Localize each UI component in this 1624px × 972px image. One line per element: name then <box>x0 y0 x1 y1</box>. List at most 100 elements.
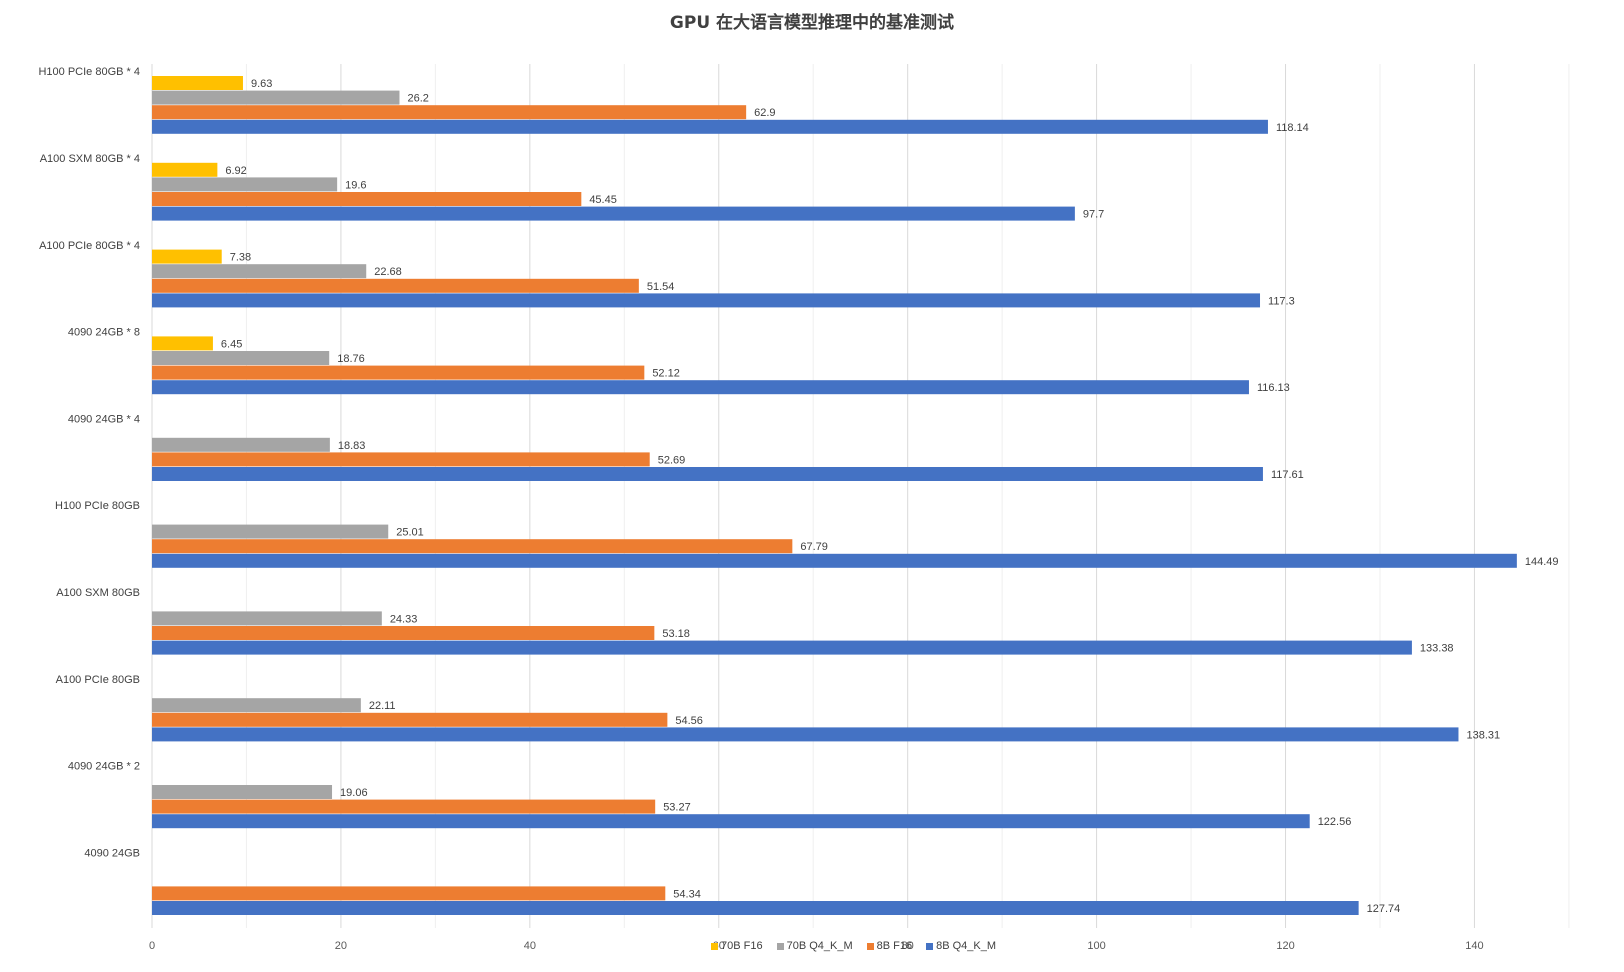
bar <box>152 611 382 626</box>
data-label: 54.56 <box>675 715 703 727</box>
legend-swatch <box>926 942 934 950</box>
bar <box>152 886 666 901</box>
legend-swatch <box>866 942 874 950</box>
data-label: 19.6 <box>345 179 366 191</box>
data-label: 9.63 <box>251 78 272 90</box>
bar <box>152 177 338 192</box>
data-label: 52.12 <box>652 368 680 380</box>
data-label: 117.3 <box>1268 295 1295 307</box>
bar <box>152 380 1249 395</box>
legend-item: 70B F16 <box>711 940 763 952</box>
data-label: 144.49 <box>1525 556 1559 568</box>
category-label: 4090 24GB * 4 <box>68 413 140 425</box>
data-labels: 9.63 26.2 62.9 118.14 6.92 19.6 45.45 97.7 7.38 2… <box>221 78 1559 915</box>
bar <box>152 90 400 105</box>
category-label: A100 SXM 80GB * 4 <box>40 153 140 165</box>
data-label: 53.18 <box>662 628 690 640</box>
data-label: 22.11 <box>369 700 396 712</box>
category-label: A100 PCIe 80GB * 4 <box>39 240 140 252</box>
bars <box>152 76 1517 915</box>
data-label: 118.14 <box>1276 122 1309 134</box>
data-label: 51.54 <box>647 281 675 293</box>
category-labels: H100 PCIe 80GB * 4 A100 SXM 80GB * 4 A100 … <box>38 66 140 859</box>
bar <box>152 640 1412 655</box>
data-label: 97.7 <box>1083 209 1104 221</box>
data-label: 25.01 <box>396 527 424 539</box>
data-label: 116.13 <box>1257 382 1290 394</box>
data-label: 6.92 <box>225 165 246 177</box>
bar <box>152 336 213 351</box>
bar <box>152 553 1517 568</box>
legend-label: 70B F16 <box>721 940 763 952</box>
data-label: 19.06 <box>340 787 368 799</box>
bar <box>152 76 243 90</box>
data-label: 22.68 <box>374 266 402 278</box>
bar <box>152 698 361 713</box>
bar <box>152 727 1459 742</box>
bar <box>152 524 389 539</box>
x-tick-label: 80 <box>902 940 914 952</box>
x-tick-label: 20 <box>335 940 347 952</box>
data-label: 18.76 <box>337 353 365 365</box>
data-label: 18.83 <box>338 440 366 452</box>
bar <box>152 452 650 467</box>
bar <box>152 901 1359 915</box>
bar <box>152 192 582 206</box>
category-label: A100 PCIe 80GB <box>56 674 140 686</box>
legend-label: 70B Q4_K_M <box>786 940 853 952</box>
data-label: 54.34 <box>673 888 701 900</box>
bar <box>152 162 218 177</box>
data-label: 127.74 <box>1367 903 1401 915</box>
bar <box>152 712 668 727</box>
bar <box>152 437 330 452</box>
category-label: A100 SXM 80GB <box>56 587 140 599</box>
bar <box>152 351 330 365</box>
bar <box>152 119 1268 134</box>
bar <box>152 467 1263 481</box>
data-label: 138.31 <box>1466 729 1500 741</box>
bar <box>152 278 639 293</box>
data-label: 45.45 <box>589 194 617 206</box>
legend-label: 8B Q4_K_M <box>936 940 997 952</box>
data-label: 52.69 <box>658 454 686 466</box>
gridlines <box>151 64 1570 928</box>
data-label: 133.38 <box>1420 643 1454 655</box>
legend-item: 8B Q4_K_M <box>926 940 996 952</box>
category-label: 4090 24GB * 8 <box>68 327 140 339</box>
x-tick-label: 0 <box>149 940 155 952</box>
data-label: 6.45 <box>221 338 242 350</box>
data-label: 24.33 <box>390 613 418 625</box>
data-label: 122.56 <box>1318 816 1352 828</box>
category-label: H100 PCIe 80GB <box>55 500 140 512</box>
x-tick-label: 140 <box>1465 940 1483 952</box>
bar <box>152 264 367 279</box>
data-label: 7.38 <box>230 252 251 264</box>
category-label: 4090 24GB <box>84 847 140 859</box>
x-tick-label: 40 <box>524 940 536 952</box>
data-label: 53.27 <box>663 802 691 814</box>
bar <box>152 626 655 640</box>
bar <box>152 249 222 264</box>
data-label: 117.61 <box>1271 469 1304 481</box>
data-label: 67.79 <box>800 541 828 553</box>
data-label: 26.2 <box>407 93 428 105</box>
bar <box>152 814 1310 829</box>
chart-title: GPU 在大语言模型推理中的基准测试 <box>669 13 955 33</box>
x-tick-label: 120 <box>1276 940 1294 952</box>
legend-swatch <box>711 942 718 950</box>
bar <box>152 365 645 380</box>
x-tick-label: 100 <box>1087 940 1105 952</box>
bar <box>152 206 1075 221</box>
data-label: 62.9 <box>754 107 775 119</box>
legend-item: 70B Q4_K_M <box>776 940 853 952</box>
category-label: 4090 24GB * 2 <box>68 761 140 773</box>
bar <box>152 785 333 799</box>
legend-label: 8B F16 <box>876 940 913 952</box>
bar <box>152 293 1261 308</box>
bar <box>152 539 793 554</box>
category-label: H100 PCIe 80GB * 4 <box>38 66 140 78</box>
legend-swatch <box>776 942 784 950</box>
legend-item: 8B F16 <box>866 940 913 952</box>
legend: 70B F16 70B Q4_K_M 8B F16 8B Q4_K_M <box>711 940 996 952</box>
bar <box>152 799 656 814</box>
